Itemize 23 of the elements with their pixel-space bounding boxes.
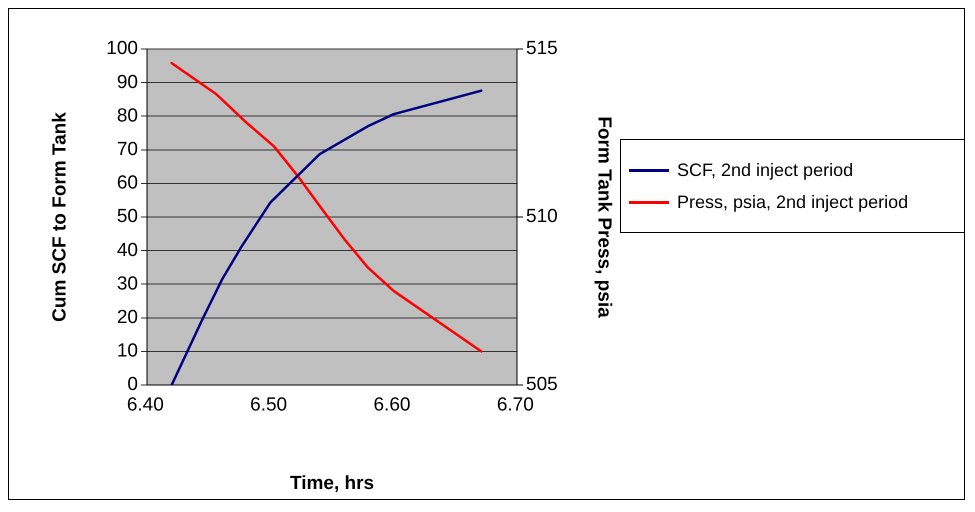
- x-tick-label: 6.60: [373, 394, 410, 416]
- y-tick-label: 90: [116, 72, 138, 93]
- y-tick-label: 30: [116, 273, 138, 294]
- y-tick-label: 20: [116, 307, 138, 328]
- y2-tick-label: 510: [526, 206, 558, 228]
- y-tick-label: 80: [116, 105, 138, 126]
- y-tick-label: 50: [116, 206, 138, 228]
- y-tick-label: 100: [106, 38, 138, 60]
- legend-label: Press, psia, 2nd inject period: [677, 191, 908, 214]
- y2-axis-title: Form Tank Press, psia: [593, 116, 614, 318]
- y-axis-title: Cum SCF to Form Tank: [50, 112, 71, 322]
- y-tick-label: 10: [116, 340, 138, 362]
- y2-tick-label: 515: [526, 38, 558, 60]
- x-tick-label: 6.70: [496, 394, 534, 416]
- x-tick-label: 6.40: [126, 394, 164, 416]
- y-tick-label: 40: [116, 240, 138, 261]
- y-tick-label: 0: [127, 374, 138, 396]
- y-tick-label: 60: [116, 172, 138, 194]
- x-tick-label: 6.50: [250, 394, 288, 416]
- y2-tick-label: 505: [526, 374, 558, 396]
- y-tick-label: 70: [116, 139, 138, 160]
- legend-label: SCF, 2nd inject period: [677, 159, 854, 182]
- x-axis-title: Time, hrs: [290, 472, 374, 494]
